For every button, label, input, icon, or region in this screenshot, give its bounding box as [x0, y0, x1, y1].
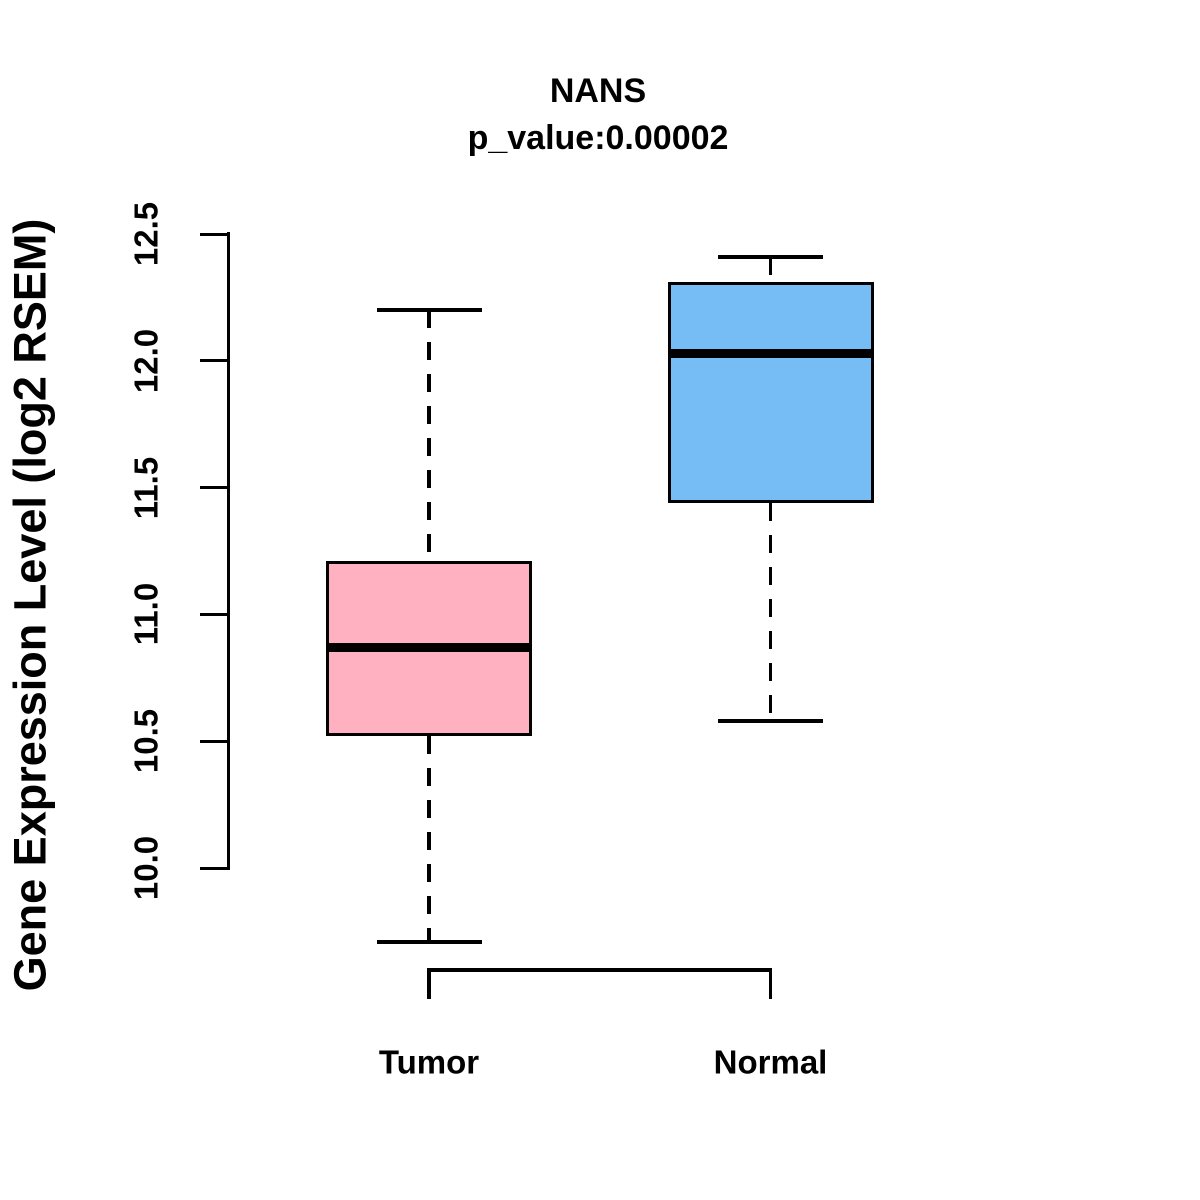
chart-title: NANS [549, 72, 647, 110]
upper-whisker-line [427, 310, 431, 562]
median-line [667, 348, 874, 358]
y-axis-tick [200, 232, 229, 236]
y-axis-tick [200, 612, 229, 616]
x-category-label-normal: Normal [713, 1043, 828, 1081]
lower-whisker-cap [376, 939, 482, 944]
y-tick-label: 12.0 [127, 328, 165, 393]
chart-subtitle: p_value:0.00002 [467, 119, 729, 157]
upper-whisker-cap [376, 308, 482, 313]
y-tick-label: 10.0 [127, 835, 165, 901]
lower-whisker-line [427, 736, 431, 942]
upper-whisker-cap [718, 254, 823, 259]
y-axis-tick [200, 866, 229, 870]
y-tick-label: 12.5 [127, 201, 165, 267]
lower-whisker-line [768, 502, 773, 721]
x-category-label-tumor: Tumor [378, 1043, 480, 1081]
upper-whisker-line [768, 256, 773, 283]
y-axis-tick [200, 486, 229, 490]
y-axis-tick [200, 739, 229, 743]
y-axis-tick [200, 359, 229, 363]
lower-whisker-cap [718, 718, 823, 723]
y-tick-label: 10.5 [127, 709, 165, 774]
box-normal [667, 282, 874, 503]
x-axis-tick [427, 968, 431, 999]
median-line [326, 642, 532, 652]
x-axis-tick [768, 968, 773, 999]
y-axis-line [227, 232, 231, 870]
y-tick-label: 11.0 [127, 583, 165, 646]
y-tick-label: 11.5 [127, 456, 165, 519]
x-axis-line [427, 968, 773, 972]
y-axis-title: Gene Expression Level (log2 RSEM) [4, 218, 56, 992]
